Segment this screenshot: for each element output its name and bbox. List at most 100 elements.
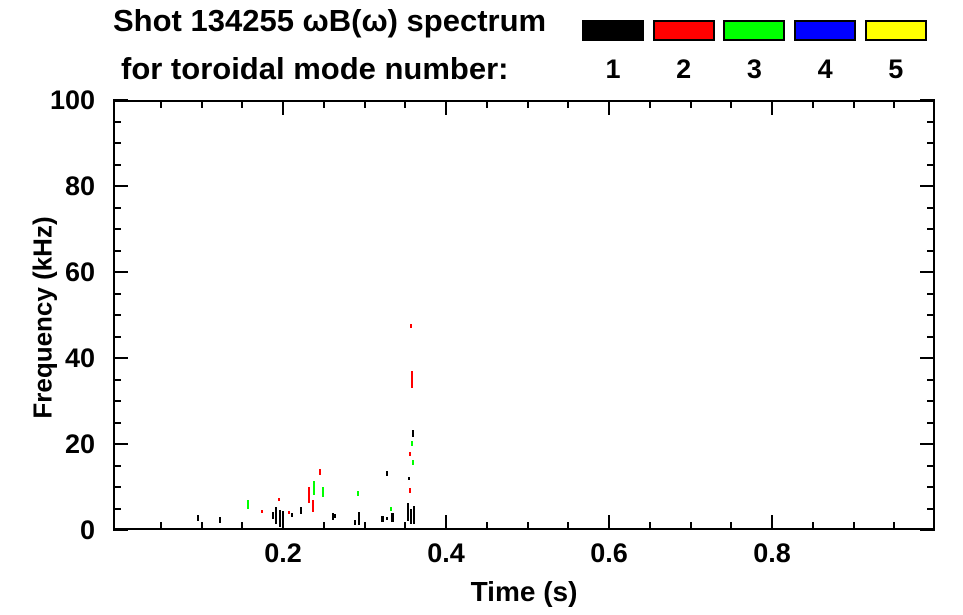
data-mark-n2 [409, 452, 412, 457]
y-axis-tick [113, 228, 121, 230]
data-mark-n1 [409, 508, 412, 524]
y-axis-tick [927, 206, 935, 209]
x-axis-tick [445, 100, 447, 115]
legend-swatch-5 [864, 20, 927, 41]
y-axis-tick [927, 421, 935, 424]
y-axis-tick [927, 163, 935, 166]
data-mark-n1 [386, 471, 389, 477]
y-axis-tick [113, 163, 121, 166]
data-mark-n2 [410, 370, 413, 388]
legend-swatch-2 [652, 20, 715, 41]
data-mark-n1 [272, 511, 275, 519]
y-axis-tick [113, 249, 121, 252]
x-axis-tick [608, 100, 610, 115]
y-axis-tick [113, 357, 128, 359]
data-mark-n2 [260, 509, 263, 513]
x-tick-label: 0.4 [427, 538, 465, 568]
x-axis-tick [567, 100, 570, 108]
x-axis-tick [282, 515, 284, 530]
x-axis-tick [159, 522, 162, 530]
y-axis-tick [113, 443, 128, 445]
y-axis-tick [113, 507, 121, 510]
data-mark-n1 [357, 511, 360, 525]
x-axis-tick [811, 100, 814, 108]
legend-number-2: 2 [676, 54, 692, 84]
x-axis-tick [648, 100, 651, 108]
data-mark-n1 [408, 477, 411, 481]
x-axis-tick [404, 522, 407, 530]
y-axis-tick [113, 464, 121, 467]
y-axis-tick [113, 292, 121, 295]
y-axis-tick [927, 292, 935, 295]
x-axis-tick [445, 515, 447, 530]
data-mark-n1 [412, 429, 415, 437]
x-axis-tick [730, 100, 733, 108]
x-axis-tick [771, 515, 773, 530]
data-mark-n1 [413, 505, 416, 524]
y-axis-tick [927, 486, 935, 488]
y-axis-tick [920, 529, 935, 531]
x-axis-tick [608, 515, 610, 530]
y-axis-tick [113, 314, 121, 316]
y-axis-tick [113, 206, 121, 209]
x-axis-tick [404, 100, 407, 108]
data-mark-n1 [390, 512, 394, 522]
y-axis-tick [113, 185, 128, 187]
data-mark-n1 [290, 512, 293, 517]
y-axis-tick [113, 529, 128, 531]
data-mark-n1 [386, 517, 389, 521]
y-axis-tick [113, 400, 121, 402]
chart-title-line1: Shot 134255 ωB(ω) spectrum [113, 3, 547, 38]
x-axis-tick [526, 522, 529, 530]
data-mark-n2 [308, 487, 311, 503]
x-axis-title: Time (s) [470, 576, 578, 607]
y-axis-tick [113, 421, 121, 424]
x-axis-tick [893, 100, 896, 108]
x-axis-tick [811, 522, 814, 530]
legend-number-3: 3 [746, 54, 762, 84]
legend-number-5: 5 [888, 54, 904, 84]
y-axis-tick [927, 464, 935, 467]
legend-swatch-1 [582, 20, 644, 41]
y-axis-tick [927, 314, 935, 316]
x-axis-tick [159, 100, 162, 108]
x-axis-tick [241, 100, 244, 108]
y-axis-tick [113, 486, 121, 488]
y-tick-label: 0 [79, 515, 95, 545]
y-axis-tick [113, 142, 121, 144]
x-axis-tick [567, 522, 570, 530]
x-axis-tick [200, 522, 203, 530]
data-mark-n1 [334, 514, 337, 519]
y-axis-title: Frequency (kHz) [27, 216, 58, 419]
data-mark-n1 [406, 502, 409, 521]
data-mark-n3 [411, 459, 414, 465]
data-mark-n2 [409, 487, 412, 493]
data-mark-n3 [356, 490, 359, 496]
y-tick-label: 20 [64, 429, 95, 459]
y-axis-tick [113, 99, 128, 101]
data-mark-n3 [321, 487, 324, 497]
data-mark-n3 [312, 480, 315, 495]
data-mark-n1 [353, 520, 356, 526]
x-axis-tick [363, 100, 366, 108]
x-axis-tick [648, 522, 651, 530]
data-mark-n3 [246, 499, 249, 509]
data-mark-n2 [277, 498, 280, 502]
y-axis-tick [920, 185, 935, 187]
legend-swatch-3 [723, 20, 786, 41]
data-mark-n1 [380, 515, 384, 522]
legend-number-1: 1 [605, 54, 621, 84]
data-mark-n3 [410, 440, 413, 446]
data-mark-n2 [287, 511, 290, 515]
y-axis-tick [113, 378, 121, 381]
data-mark-n2 [318, 468, 321, 475]
data-mark-n2 [312, 499, 315, 512]
data-mark-n1 [299, 507, 302, 515]
y-axis-tick [927, 378, 935, 381]
x-axis-tick [730, 522, 733, 530]
data-mark-n3 [390, 507, 393, 512]
y-axis-tick [927, 507, 935, 510]
x-axis-tick [485, 522, 488, 530]
y-axis-tick [920, 271, 935, 273]
